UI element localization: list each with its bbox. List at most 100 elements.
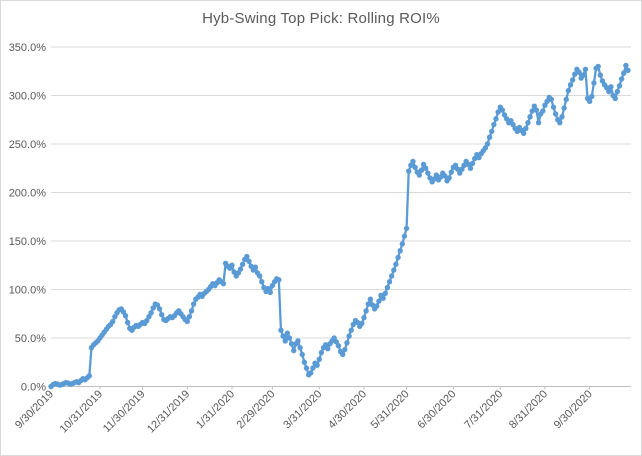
data-point-marker (491, 121, 497, 128)
data-point-marker (397, 248, 403, 254)
x-tick-label: 12/31/2019 (145, 388, 192, 435)
x-tick-label: 3/31/2020 (281, 388, 324, 431)
y-tick-label: 100.0% (9, 285, 47, 297)
data-point-marker (363, 308, 369, 314)
data-point-marker (239, 261, 246, 267)
data-point-marker (535, 119, 542, 126)
data-point-marker (425, 170, 431, 176)
data-point-marker (388, 273, 395, 279)
data-point-marker (580, 72, 586, 78)
data-point-marker (229, 262, 235, 268)
data-point-marker (299, 351, 305, 358)
data-point-marker (267, 289, 273, 296)
data-point-marker (365, 301, 371, 307)
data-point-marker (220, 280, 227, 287)
data-point-marker (540, 108, 546, 114)
data-point-marker (303, 365, 310, 371)
data-point-marker (282, 338, 288, 344)
data-point-marker (156, 306, 163, 312)
data-point-marker (559, 114, 565, 120)
data-point-marker (148, 310, 154, 316)
data-point-marker (442, 173, 448, 179)
x-tick-label: 1/31/2020 (194, 388, 237, 431)
data-point-marker (550, 104, 557, 110)
data-point-marker (318, 349, 325, 356)
data-point-marker (608, 84, 614, 90)
y-tick-label: 300.0% (9, 91, 47, 103)
data-point-marker (342, 346, 348, 353)
data-point-marker (489, 128, 495, 135)
data-point-marker (386, 279, 393, 285)
data-point-marker (367, 296, 374, 302)
data-point-marker (621, 70, 627, 76)
x-tick-label: 9/30/2019 (13, 388, 56, 431)
data-point-marker (308, 370, 314, 376)
data-point-marker (278, 327, 284, 333)
data-point-marker (529, 108, 535, 114)
x-tick-label: 7/31/2020 (462, 388, 505, 431)
y-tick-label: 0.0% (21, 382, 46, 394)
data-point-marker (484, 141, 491, 147)
data-point-marker (572, 71, 578, 77)
y-tick-label: 150.0% (9, 236, 47, 248)
data-point-marker (403, 225, 410, 232)
data-point-marker (533, 107, 540, 113)
y-tick-label: 50.0% (15, 333, 46, 345)
data-point-marker (412, 164, 418, 170)
data-point-marker (520, 130, 527, 137)
data-point-marker (395, 254, 401, 261)
data-point-marker (348, 327, 354, 333)
data-point-marker (335, 343, 342, 349)
data-point-marker (618, 76, 625, 82)
data-point-marker (276, 277, 282, 283)
data-point-marker (418, 167, 425, 173)
data-point-marker (606, 88, 612, 95)
data-point-marker (186, 313, 193, 320)
data-point-marker (376, 298, 382, 304)
data-point-marker (448, 169, 454, 175)
data-point-marker (499, 107, 506, 113)
data-point-marker (286, 335, 293, 341)
x-tick-label: 8/31/2020 (507, 388, 550, 431)
data-point-marker (557, 119, 563, 126)
data-point-marker (359, 320, 365, 327)
data-point-marker (595, 63, 601, 70)
data-point-marker (423, 165, 429, 171)
data-point-marker (188, 308, 195, 314)
data-point-marker (597, 72, 604, 78)
x-tick-label: 4/30/2020 (326, 388, 369, 431)
y-tick-label: 200.0% (9, 188, 47, 200)
data-point-marker (382, 290, 388, 297)
data-point-marker (86, 373, 93, 379)
data-point-marker (291, 347, 297, 354)
data-point-marker (612, 95, 618, 102)
data-point-marker (567, 82, 574, 88)
data-point-marker (399, 241, 406, 247)
data-point-marker (569, 77, 576, 83)
data-point-marker (525, 119, 531, 126)
data-point-marker (416, 172, 423, 178)
x-tick-label: 2/29/2020 (234, 388, 277, 431)
data-point-marker (406, 168, 412, 174)
data-point-marker (384, 284, 391, 291)
data-point-marker (486, 134, 493, 140)
data-point-marker (325, 345, 331, 352)
data-point-marker (244, 253, 250, 260)
data-point-marker (122, 312, 129, 319)
x-tick-label: 9/30/2020 (552, 388, 595, 431)
data-point-marker (344, 340, 350, 346)
data-point-marker (446, 175, 452, 181)
data-point-marker (256, 273, 263, 279)
data-point-marker (280, 333, 286, 339)
data-point-marker (346, 333, 352, 339)
data-point-marker (565, 87, 572, 94)
data-point-marker (252, 264, 259, 270)
data-point-marker (589, 93, 595, 100)
data-point-marker (523, 125, 529, 132)
x-tick-label: 5/31/2020 (369, 388, 412, 431)
chart-title: Hyb-Swing Top Pick: Rolling ROI% (202, 10, 440, 27)
data-point-marker (625, 67, 631, 73)
data-point-marker (310, 365, 316, 371)
